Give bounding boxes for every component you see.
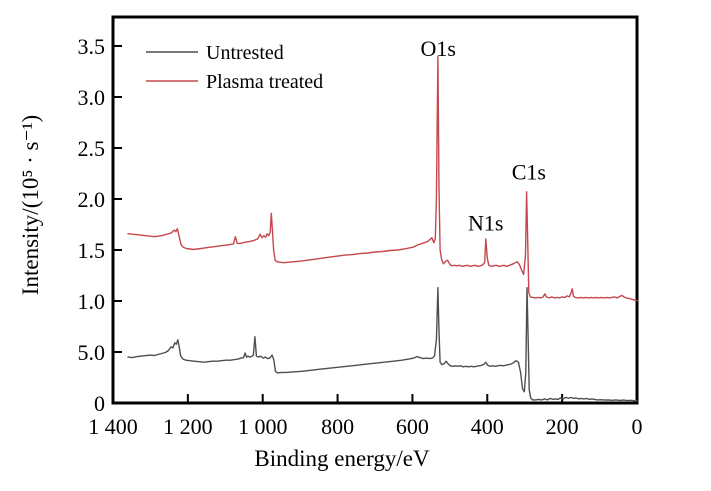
series-curve-untrested bbox=[127, 287, 638, 402]
x-tick-label: 1 000 bbox=[238, 414, 288, 439]
series-curve-plasma-treated bbox=[127, 55, 638, 302]
legend-label-untrested: Untrested bbox=[206, 42, 284, 64]
plot-border bbox=[111, 15, 639, 405]
x-tick-label: 1 400 bbox=[88, 414, 138, 439]
peak-label-o1s: O1s bbox=[421, 36, 456, 61]
x-tick-label: 1 200 bbox=[163, 414, 213, 439]
axis-ticks: 1 400 1 200 1 000 800 600 400 200 0 0 5.0 1.0 1.5 2.… bbox=[78, 34, 643, 439]
x-tick-label: 0 bbox=[632, 414, 643, 439]
data-series bbox=[127, 55, 638, 402]
legend-label-plasma-treated: Plasma treated bbox=[206, 71, 323, 93]
y-tick-label: 5.0 bbox=[78, 340, 106, 365]
legend: Untrested Plasma treated bbox=[146, 42, 323, 93]
x-tick-label: 400 bbox=[471, 414, 504, 439]
peak-label-c1s: C1s bbox=[512, 160, 546, 185]
y-tick-label: 3.5 bbox=[78, 34, 106, 59]
y-axis-title: Intensity/(10⁵ · s⁻¹) bbox=[18, 115, 43, 295]
x-tick-label: 800 bbox=[321, 414, 354, 439]
y-tick-label: 3.0 bbox=[78, 85, 106, 110]
x-tick-label: 600 bbox=[396, 414, 429, 439]
y-tick-label: 0 bbox=[94, 391, 105, 416]
peak-annotations: O1s N1s C1s bbox=[421, 36, 546, 235]
y-tick-label: 1.0 bbox=[78, 289, 106, 314]
y-tick-label: 1.5 bbox=[78, 238, 106, 263]
peak-label-n1s: N1s bbox=[468, 211, 503, 236]
y-tick-label: 2.0 bbox=[78, 187, 106, 212]
x-axis-title: Binding energy/eV bbox=[254, 446, 430, 471]
x-tick-label: 200 bbox=[546, 414, 579, 439]
y-tick-label: 2.5 bbox=[78, 136, 106, 161]
